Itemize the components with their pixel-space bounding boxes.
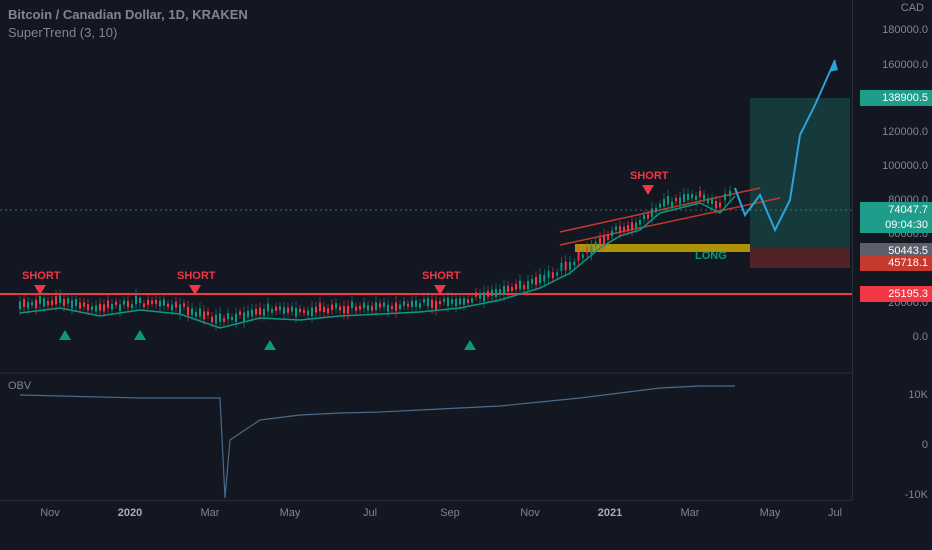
- price-badge: 138900.5: [860, 90, 932, 106]
- time-tick: Nov: [520, 507, 540, 519]
- short-label: SHORT: [177, 270, 216, 282]
- price-badge: 45718.1: [860, 255, 932, 271]
- short-marker-icon: [189, 285, 201, 295]
- price-tick: 120000.0: [882, 126, 928, 138]
- time-tick: Jul: [828, 507, 842, 519]
- time-tick: Sep: [440, 507, 460, 519]
- long-marker-icon: [264, 340, 276, 350]
- long-label: LONG: [695, 250, 727, 262]
- time-tick: May: [760, 507, 781, 519]
- time-tick: Nov: [40, 507, 60, 519]
- axis-currency: CAD: [860, 2, 924, 14]
- price-badge: 74047.7: [860, 202, 932, 218]
- obv-label: OBV: [8, 380, 31, 392]
- price-badge: 09:04:30: [860, 217, 932, 233]
- time-axis: Nov 2020 Mar May Jul Sep Nov 2021 Mar May Jul: [0, 500, 852, 550]
- price-tick: 180000.0: [882, 24, 928, 36]
- price-tick: 0: [922, 439, 928, 451]
- time-tick: 2021: [598, 507, 622, 519]
- price-tick: 160000.0: [882, 59, 928, 71]
- short-marker-icon: [34, 285, 46, 295]
- time-tick: Mar: [201, 507, 220, 519]
- price-badge: 25195.3: [860, 286, 932, 302]
- long-marker-icon: [464, 340, 476, 350]
- chart-area[interactable]: Bitcoin / Canadian Dollar, 1D, KRAKEN Su…: [0, 0, 852, 500]
- price-tick: 100000.0: [882, 160, 928, 172]
- short-label: SHORT: [22, 270, 61, 282]
- short-marker-icon: [434, 285, 446, 295]
- long-marker-icon: [59, 330, 71, 340]
- price-tick: -10K: [905, 489, 928, 501]
- short-marker-icon: [642, 185, 654, 195]
- price-tick: 10K: [908, 389, 928, 401]
- short-label: SHORT: [422, 270, 461, 282]
- time-tick: Jul: [363, 507, 377, 519]
- time-tick: May: [280, 507, 301, 519]
- time-tick: Mar: [681, 507, 700, 519]
- price-axis: CAD 180000.0160000.0120000.0100000.08000…: [852, 0, 932, 500]
- time-tick: 2020: [118, 507, 142, 519]
- long-marker-icon: [134, 330, 146, 340]
- price-tick: 0.0: [913, 331, 928, 343]
- short-label: SHORT: [630, 170, 669, 182]
